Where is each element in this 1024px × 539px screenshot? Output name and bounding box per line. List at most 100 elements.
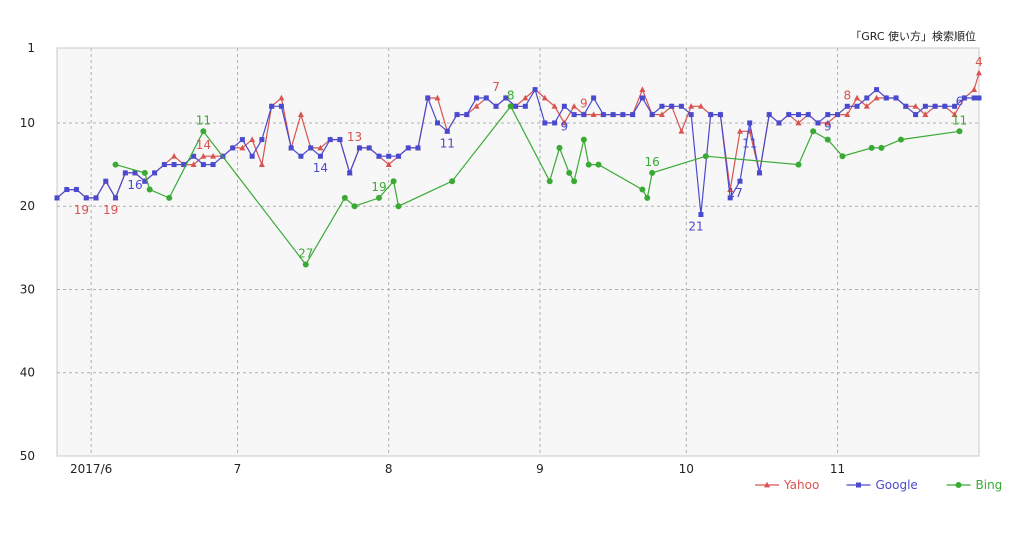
google-point	[976, 95, 982, 101]
google-point	[815, 120, 821, 126]
bing-data-label: 27	[298, 246, 313, 260]
google-point	[444, 128, 450, 134]
google-data-label: 14	[313, 161, 328, 175]
x-tick-label: 2017/6	[70, 462, 112, 476]
plot-area	[56, 47, 980, 457]
google-point	[620, 112, 626, 118]
yahoo-point	[571, 103, 578, 109]
google-point	[54, 195, 60, 201]
google-point	[854, 103, 860, 109]
google-point	[825, 112, 831, 118]
bing-data-label: 19	[371, 180, 386, 194]
google-data-label: 9	[824, 120, 832, 134]
google-point	[698, 212, 704, 218]
google-point	[786, 112, 792, 118]
bing-point	[649, 169, 656, 176]
google-point	[893, 95, 899, 101]
google-point	[239, 137, 245, 143]
google-point	[932, 103, 938, 109]
google-point	[298, 153, 304, 159]
bing-data-label: 11	[952, 113, 967, 127]
yahoo-point	[922, 111, 929, 118]
bing-point	[302, 261, 309, 268]
google-point	[249, 153, 255, 159]
google-point	[259, 137, 265, 143]
bing-series	[112, 103, 963, 268]
google-point	[142, 178, 148, 184]
google-data-label: 6	[956, 95, 964, 109]
bing-point	[375, 194, 382, 201]
yahoo-point	[844, 111, 851, 118]
google-point	[835, 112, 841, 118]
bing-point	[878, 144, 885, 151]
y-tick-label: 1	[27, 41, 35, 55]
yahoo-point	[297, 111, 304, 118]
bing-point	[141, 169, 148, 176]
bing-point	[595, 161, 602, 168]
legend-bing-marker	[955, 482, 962, 488]
yahoo-point	[239, 144, 246, 151]
bing-point	[112, 161, 119, 168]
google-point	[230, 145, 236, 151]
yahoo-point	[590, 111, 597, 118]
yahoo-point	[385, 161, 392, 167]
yahoo-point	[976, 69, 982, 76]
google-point	[337, 137, 343, 143]
bing-point	[351, 203, 358, 210]
x-axis: 2017/6 7 8 9 10 11	[70, 462, 845, 476]
bing-point	[702, 153, 709, 160]
yahoo-point	[951, 111, 958, 118]
google-point	[581, 112, 587, 118]
google-point	[113, 195, 119, 201]
series-layer	[54, 69, 982, 268]
google-point	[776, 120, 782, 126]
yahoo-point	[210, 153, 217, 159]
google-point	[386, 153, 392, 159]
yahoo-point	[639, 86, 646, 93]
yahoo-point	[863, 103, 870, 109]
google-point	[161, 162, 167, 168]
google-point	[747, 120, 753, 126]
google-point	[766, 112, 772, 118]
yahoo-data-label: 7	[492, 80, 500, 94]
yahoo-point	[795, 119, 802, 126]
google-point	[308, 145, 314, 151]
x-tick-label: 9	[536, 462, 544, 476]
google-point	[737, 178, 743, 184]
google-point	[181, 162, 187, 168]
bing-point	[644, 194, 651, 201]
google-point	[756, 170, 762, 176]
google-point	[83, 195, 89, 201]
google-point	[669, 103, 675, 109]
yahoo-point	[473, 103, 480, 109]
yahoo-point	[736, 128, 743, 134]
google-point	[542, 120, 548, 126]
google-point	[796, 112, 802, 118]
bing-point	[839, 153, 846, 160]
google-point	[317, 153, 323, 159]
google-data-label: 11	[440, 136, 455, 150]
bing-point	[810, 128, 817, 135]
yahoo-point	[190, 161, 197, 167]
bing-point	[546, 178, 553, 185]
y-tick-label: 30	[20, 282, 35, 296]
google-data-label: 11	[742, 136, 757, 150]
bing-point	[146, 186, 153, 193]
yahoo-point	[551, 103, 558, 109]
yahoo-data-label: 19	[103, 203, 118, 217]
google-point	[659, 103, 665, 109]
google-point	[952, 103, 958, 109]
bing-point	[639, 186, 646, 193]
yahoo-data-label: 9	[580, 97, 588, 111]
google-point	[961, 95, 967, 101]
y-axis: 1 10 20 30 40 50	[20, 41, 35, 463]
google-point	[103, 178, 109, 184]
bing-point	[585, 161, 592, 168]
google-point	[405, 145, 411, 151]
google-data-label: 9	[561, 120, 569, 134]
legend-google-label: Google	[876, 478, 918, 492]
bing-point	[795, 161, 802, 168]
yahoo-point	[522, 94, 529, 101]
google-point	[395, 153, 401, 159]
yahoo-point	[688, 103, 695, 109]
